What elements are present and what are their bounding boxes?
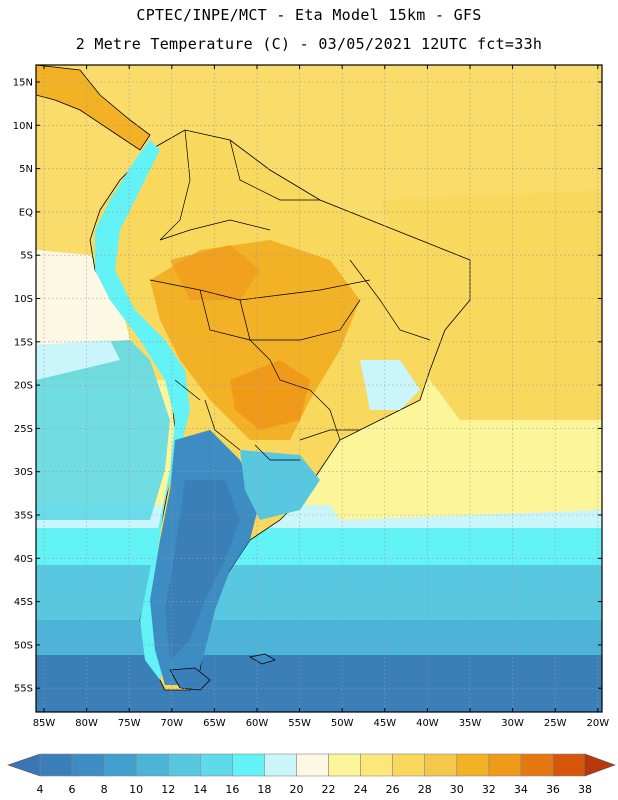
colorbar-box xyxy=(552,753,586,777)
colorbar-label: 18 xyxy=(257,783,271,796)
lon-label: 85W xyxy=(33,718,56,729)
colorbar-box xyxy=(520,753,554,777)
pacific-warm-pale xyxy=(36,250,130,345)
lon-label: 40W xyxy=(416,718,439,729)
lon-label: 60W xyxy=(246,718,269,729)
lat-label: 5N xyxy=(19,164,33,175)
longitude-labels: 85W 80W 75W 70W 65W 60W 55W 50W 45W 40W 35W 30W 25W 2… xyxy=(33,718,610,729)
pacific-cool-tongue xyxy=(36,330,170,520)
map-field xyxy=(36,65,602,712)
colorbar-label: 6 xyxy=(69,783,76,796)
ocean-south xyxy=(36,565,602,625)
southeast-cool xyxy=(360,360,420,410)
lat-label: 5S xyxy=(20,251,33,262)
title-line-2: 2 Metre Temperature (C) - 03/05/2021 12U… xyxy=(75,35,543,53)
ocean-far-south xyxy=(36,655,602,712)
colorbar-box xyxy=(424,753,458,777)
ocean-cyan-band xyxy=(36,528,602,568)
pampas-cool xyxy=(240,450,320,520)
colorbar-label: 36 xyxy=(546,783,560,796)
lat-label: 10N xyxy=(13,121,33,132)
colorbar-label: 12 xyxy=(161,783,175,796)
colorbar-label: 38 xyxy=(578,783,592,796)
colorbar-box xyxy=(264,753,297,777)
colorbar-box xyxy=(71,753,105,777)
colorbar-box xyxy=(199,753,233,777)
colorbar-label: 4 xyxy=(37,783,44,796)
colorbar-labels: 4 6 8 10 12 14 16 18 20 22 24 26 28 30 32 34 36 38 xyxy=(37,783,593,796)
ocean-south-2 xyxy=(36,620,602,660)
lat-label: EQ xyxy=(19,207,33,218)
atlantic-mid xyxy=(300,420,602,520)
lat-label: 50S xyxy=(14,640,33,651)
title-line-1: CPTEC/INPE/MCT - Eta Model 15km - GFS xyxy=(136,6,482,24)
lat-label: 10S xyxy=(14,294,33,305)
lon-label: 45W xyxy=(373,718,396,729)
lon-label: 25W xyxy=(544,718,567,729)
lat-label: 35S xyxy=(14,511,33,522)
hot-west-amazon xyxy=(170,245,260,300)
axis-ticks xyxy=(36,65,602,712)
lon-label: 30W xyxy=(501,718,524,729)
colorbar-label: 24 xyxy=(354,783,368,796)
colorbar-box xyxy=(360,753,393,777)
lat-label: 40S xyxy=(14,554,33,565)
colorbar-box xyxy=(392,753,426,777)
colorbar-high-arrow xyxy=(584,753,616,777)
colorbar-box xyxy=(135,753,169,777)
lat-label: 30S xyxy=(14,467,33,478)
lon-label: 80W xyxy=(75,718,98,729)
colorbar-label: 22 xyxy=(322,783,336,796)
colorbar-label: 26 xyxy=(386,783,400,796)
lon-label: 35W xyxy=(459,718,482,729)
pacific-pale-2 xyxy=(36,340,120,380)
lon-label: 55W xyxy=(288,718,311,729)
lon-label: 50W xyxy=(331,718,354,729)
colorbar-box xyxy=(328,753,361,777)
colorbar xyxy=(7,753,616,777)
lat-label: 25S xyxy=(14,424,33,435)
central-america xyxy=(36,65,151,151)
lon-label: 70W xyxy=(160,718,183,729)
falkland-islands xyxy=(248,653,276,665)
colorbar-label: 28 xyxy=(418,783,432,796)
map-frame xyxy=(35,64,603,713)
colorbar-box xyxy=(232,753,265,777)
lat-label: 45S xyxy=(14,597,33,608)
colorbar-label: 30 xyxy=(450,783,464,796)
lon-label: 20W xyxy=(586,718,609,729)
colorbar-box xyxy=(488,753,522,777)
very-hot-core xyxy=(230,360,310,430)
lat-label: 20S xyxy=(14,381,33,392)
colorbar-box xyxy=(167,753,201,777)
colorbar-label: 20 xyxy=(289,783,303,796)
colorbar-box xyxy=(296,753,329,777)
colorbar-box xyxy=(39,753,73,777)
colorbar-label: 16 xyxy=(225,783,239,796)
colorbar-box xyxy=(103,753,137,777)
lat-label: 15S xyxy=(14,337,33,348)
colorbar-label: 32 xyxy=(482,783,496,796)
lon-label: 75W xyxy=(118,718,141,729)
latitude-labels: 15N 10N 5N EQ 5S 10S 15S 20S 25S 30S 35S 40S 45S 50S 5… xyxy=(13,78,33,695)
political-borders xyxy=(149,129,431,461)
colorbar-low-arrow xyxy=(7,753,41,777)
lat-label: 55S xyxy=(14,684,33,695)
colorbar-box xyxy=(456,753,490,777)
patagonia-core xyxy=(165,480,240,660)
colorbar-label: 14 xyxy=(193,783,207,796)
lon-label: 65W xyxy=(203,718,226,729)
colorbar-label: 34 xyxy=(514,783,528,796)
tierra-del-fuego xyxy=(169,667,211,691)
lat-label: 15N xyxy=(13,78,33,89)
colorbar-label: 8 xyxy=(101,783,108,796)
colorbar-label: 10 xyxy=(129,783,143,796)
